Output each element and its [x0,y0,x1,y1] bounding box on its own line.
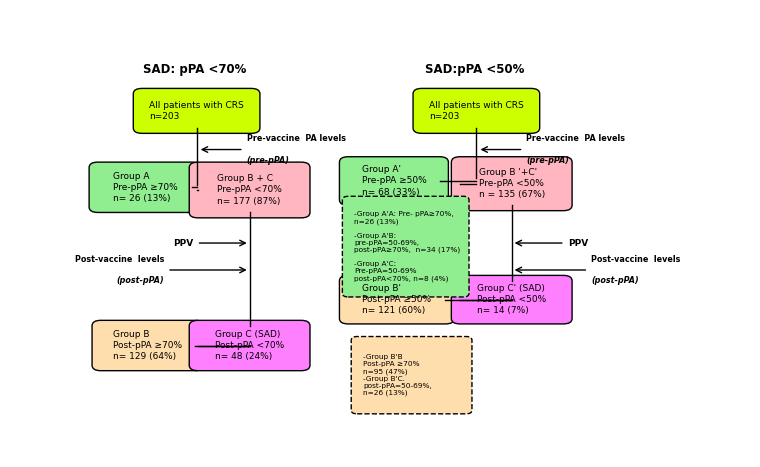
FancyBboxPatch shape [351,337,472,414]
Text: (post-pPA): (post-pPA) [591,276,639,285]
Text: All patients with CRS
n=203: All patients with CRS n=203 [429,101,524,121]
Text: Post-vaccine  levels: Post-vaccine levels [74,255,164,263]
Text: Group A
Pre-pPA ≥70%
n= 26 (13%): Group A Pre-pPA ≥70% n= 26 (13%) [112,172,177,203]
FancyBboxPatch shape [340,276,454,324]
Text: Group B '+C'
Pre-pPA <50%
n = 135 (67%): Group B '+C' Pre-pPA <50% n = 135 (67%) [479,168,545,199]
Text: Group A'
Pre-pPA ≥50%
n= 68 (33%): Group A' Pre-pPA ≥50% n= 68 (33%) [362,165,426,197]
Text: PPV: PPV [568,239,588,248]
Text: Post-vaccine  levels: Post-vaccine levels [591,255,681,263]
Text: Group B
Post-pPA ≥70%
n= 129 (64%): Group B Post-pPA ≥70% n= 129 (64%) [113,330,182,361]
FancyBboxPatch shape [189,320,310,371]
FancyBboxPatch shape [92,320,204,371]
Text: PPV: PPV [173,239,194,248]
Text: SAD:pPA <50%: SAD:pPA <50% [425,63,524,76]
Text: (pre-pPA): (pre-pPA) [247,156,290,165]
Text: Group C (SAD)
Post-pPA <70%
n= 48 (24%): Group C (SAD) Post-pPA <70% n= 48 (24%) [215,330,284,361]
FancyBboxPatch shape [133,88,260,134]
FancyBboxPatch shape [340,157,448,205]
Text: Group C' (SAD)
Post-pPA <50%
n= 14 (7%): Group C' (SAD) Post-pPA <50% n= 14 (7%) [477,284,546,315]
Text: Pre-vaccine  PA levels: Pre-vaccine PA levels [527,134,625,143]
FancyBboxPatch shape [342,196,469,297]
Text: Pre-vaccine  PA levels: Pre-vaccine PA levels [247,134,346,143]
Text: SAD: pPA <70%: SAD: pPA <70% [144,63,247,76]
FancyBboxPatch shape [451,276,572,324]
Text: Group B + C
Pre-pPA <70%
n= 177 (87%): Group B + C Pre-pPA <70% n= 177 (87%) [217,174,282,205]
Text: (pre-pPA): (pre-pPA) [527,156,569,165]
FancyBboxPatch shape [89,162,201,212]
FancyBboxPatch shape [189,162,310,218]
Text: -Group B'B
Post-pPA ≥70%
n=95 (47%)
-Group B'C.
post-pPA=50-69%,
n=26 (13%): -Group B'B Post-pPA ≥70% n=95 (47%) -Gro… [363,354,432,396]
Text: (post-pPA): (post-pPA) [116,276,164,285]
FancyBboxPatch shape [451,157,572,211]
Text: Group B'
Post-pPA ≥50%
n= 121 (60%): Group B' Post-pPA ≥50% n= 121 (60%) [363,284,432,315]
Text: -Group A'A: Pre- pPA≥70%,
n=26 (13%)

-Group A'B:
pre-pPA=50-69%,
post-pPA≥70%, : -Group A'A: Pre- pPA≥70%, n=26 (13%) -Gr… [354,212,461,282]
Text: All patients with CRS
n=203: All patients with CRS n=203 [149,101,244,121]
FancyBboxPatch shape [413,88,540,134]
